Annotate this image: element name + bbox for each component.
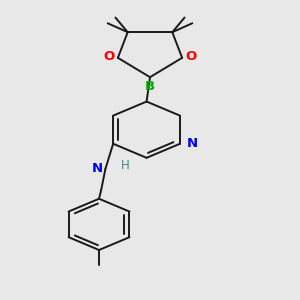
Text: O: O <box>103 50 114 63</box>
Text: N: N <box>187 137 198 150</box>
Text: N: N <box>92 162 103 175</box>
Text: B: B <box>145 80 155 93</box>
Text: H: H <box>121 159 129 172</box>
Text: O: O <box>186 50 197 63</box>
